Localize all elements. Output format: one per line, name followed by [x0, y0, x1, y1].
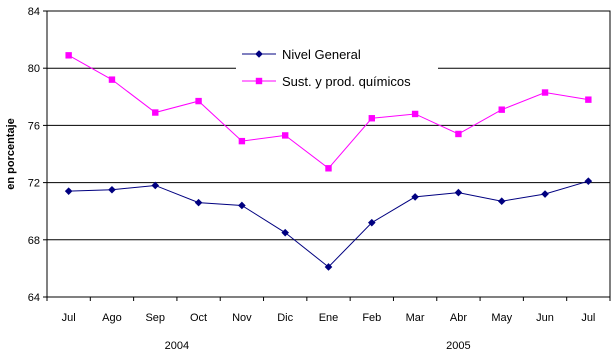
x-tick-label: Feb — [362, 312, 381, 324]
x-tick-label: Nov — [232, 312, 252, 324]
data-point — [541, 89, 549, 96]
legend-entry: Nivel General — [242, 47, 361, 62]
y-tick-label: 76 — [28, 120, 40, 132]
legend-marker — [255, 50, 263, 58]
data-point — [411, 193, 419, 201]
x-tick-label: Mar — [406, 312, 425, 324]
x-tick-label: Oct — [190, 312, 207, 324]
data-point — [195, 97, 202, 105]
data-point — [325, 165, 332, 172]
data-point — [64, 187, 73, 195]
data-point — [368, 218, 376, 227]
x-tick-label: Dic — [277, 312, 293, 324]
y-tick-label: 84 — [28, 6, 40, 18]
x-tick-label: Ene — [319, 312, 339, 324]
series-line — [68, 180, 589, 268]
plot-area-frame — [46, 10, 611, 298]
y-tick-label: 64 — [28, 292, 40, 304]
data-point — [497, 197, 506, 205]
legend-box — [236, 38, 438, 94]
year-label: 2005 — [446, 340, 470, 352]
y-tick-label: 68 — [28, 235, 40, 247]
x-axis-ticks: Jul Ago Sep Oct Nov Dic Ene Feb Mar Abr May Jun Jul — [46, 297, 611, 324]
series-layer — [64, 52, 593, 271]
year-labels: 2004 2005 — [165, 340, 471, 352]
legend-entry: Sust. y prod. químicos — [242, 74, 411, 89]
data-point — [108, 76, 116, 83]
data-point — [281, 228, 289, 237]
data-point — [152, 109, 159, 116]
y-tick-label: 72 — [28, 178, 40, 190]
data-point — [151, 181, 160, 190]
y-tick-label: 80 — [28, 63, 40, 75]
y-axis-ticks: 64 68 72 76 80 84 — [28, 6, 47, 304]
data-point — [238, 201, 246, 210]
data-point — [368, 115, 376, 122]
series-1 — [64, 177, 593, 271]
legend-marker — [255, 77, 263, 85]
series-2 — [65, 52, 592, 172]
legend: Nivel General Sust. y prod. químicos — [236, 38, 438, 94]
legend-label: Sust. y prod. químicos — [282, 74, 411, 89]
year-label: 2004 — [165, 340, 189, 352]
y-axis-title: en porcentaje — [5, 118, 17, 190]
data-point — [585, 96, 592, 103]
x-tick-label: Abr — [450, 312, 467, 324]
data-point — [498, 106, 505, 113]
x-tick-label: May — [491, 312, 512, 324]
data-point — [65, 52, 72, 59]
x-tick-label: Jul — [62, 312, 76, 324]
data-point — [455, 130, 462, 138]
data-point — [194, 198, 203, 207]
x-tick-label: Ago — [102, 312, 122, 324]
data-point — [238, 137, 246, 145]
x-tick-label: Jun — [536, 312, 554, 324]
legend-label: Nivel General — [282, 47, 361, 62]
data-point — [324, 263, 333, 271]
data-point — [541, 190, 549, 198]
data-point — [281, 132, 289, 139]
x-tick-label: Jul — [581, 312, 595, 324]
data-point — [108, 185, 116, 194]
data-point — [454, 188, 463, 197]
data-point — [411, 110, 419, 118]
x-tick-label: Sep — [145, 312, 165, 324]
data-point — [584, 177, 593, 185]
